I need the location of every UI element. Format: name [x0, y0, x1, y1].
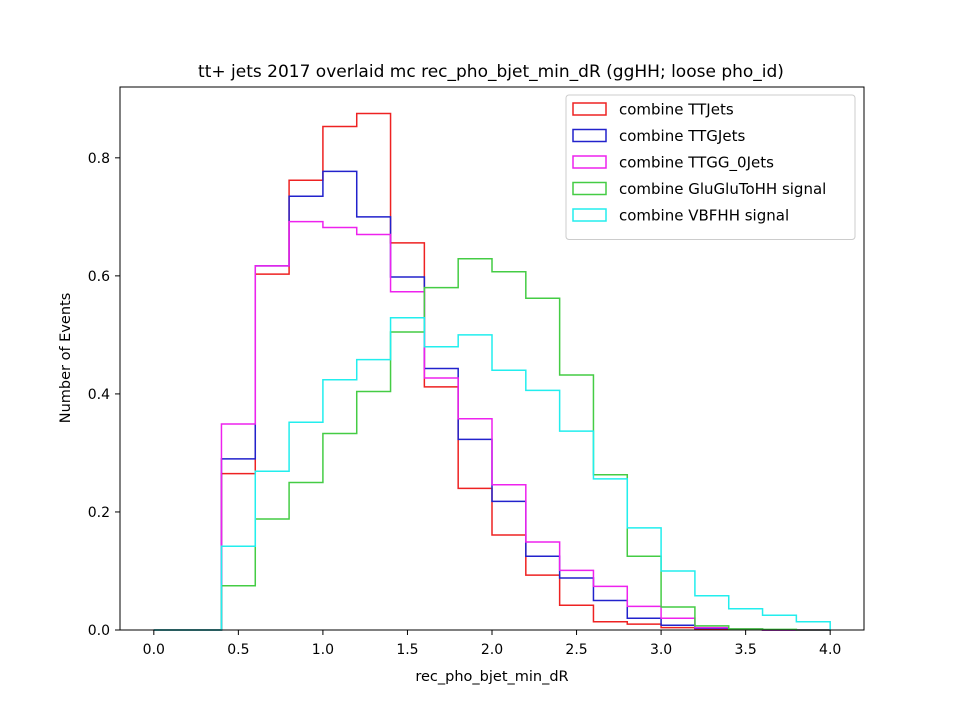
legend-entry-label: combine TTJets: [619, 101, 734, 119]
y-tick-label: 0.8: [88, 151, 110, 167]
legend-swatch: [572, 181, 607, 196]
x-tick-label: 2.5: [565, 642, 587, 658]
y-tick-label: 0.2: [88, 505, 110, 521]
x-tick-label: 4.0: [819, 642, 841, 658]
series-step-4: [153, 317, 831, 631]
x-axis: 0.0 0.5 1.0 1.5 2.0 2.5 3.0 3.5 4.0: [143, 630, 841, 658]
x-tick-label: 0.5: [227, 642, 249, 658]
legend-entry-label: combine TTGG_0Jets: [619, 154, 774, 173]
x-tick-label: 3.5: [735, 642, 757, 658]
x-axis-label: rec_pho_bjet_min_dR: [415, 669, 568, 685]
y-tick-label: 0.6: [88, 269, 110, 285]
legend-swatch: [572, 128, 607, 143]
x-tick-label: 1.5: [396, 642, 418, 658]
x-tick-label: 3.0: [650, 642, 672, 658]
legend-entry-label: combine TTGJets: [619, 127, 745, 145]
y-tick-label: 0.0: [88, 623, 110, 639]
legend-box: [565, 94, 856, 240]
x-tick-label: 2.0: [481, 642, 503, 658]
y-tick-label: 0.4: [88, 387, 110, 403]
y-axis-label: Number of Events: [58, 293, 74, 424]
legend-swatch: [572, 102, 607, 116]
legend-swatch: [572, 155, 607, 169]
chart-title: tt+ jets 2017 overlaid mc rec_pho_bjet_m…: [198, 62, 784, 82]
legend-swatch: [572, 208, 607, 222]
x-tick-label: 0.0: [143, 642, 165, 658]
legend: combine TTJets combine TTGJets combine TTG…: [565, 94, 856, 240]
legend-entry-label: combine GluGluToHH signal: [619, 180, 826, 198]
y-axis: 0.0 0.2 0.4 0.6 0.8: [88, 151, 120, 639]
x-tick-label: 1.0: [312, 642, 334, 658]
legend-entry-label: combine VBFHH signal: [619, 207, 789, 225]
series-step-3: [153, 258, 831, 631]
series-layer: [153, 112, 831, 631]
